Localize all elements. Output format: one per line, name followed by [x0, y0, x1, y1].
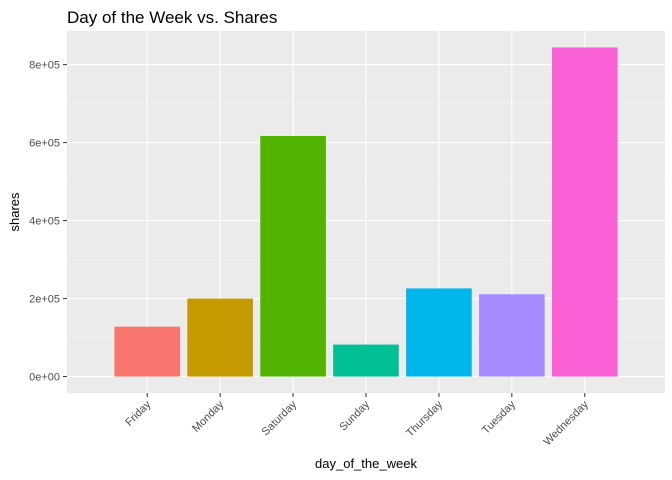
x-tick-label: Sunday — [337, 398, 372, 433]
bar-saturday — [260, 135, 326, 377]
bar-monday — [187, 298, 253, 377]
bars — [114, 47, 618, 377]
y-tick-label: 6e+05 — [29, 138, 60, 150]
x-tick-label: Wednesday — [541, 398, 591, 448]
y-tick-label: 2e+05 — [29, 294, 60, 306]
x-axis-title: day_of_the_week — [315, 456, 417, 471]
y-tick-label: 0e+00 — [29, 372, 60, 384]
y-axis: 0e+00 2e+05 4e+05 6e+05 8e+05 — [29, 60, 67, 384]
bar-thursday — [406, 288, 472, 377]
y-tick-label: 4e+05 — [29, 216, 60, 228]
bar-sunday — [333, 344, 399, 377]
x-axis: Friday Monday Saturday Sunday Thursday Tuesda… — [123, 393, 591, 448]
bar-friday — [114, 326, 181, 377]
x-tick-label: Saturday — [260, 398, 300, 438]
bar-wednesday — [551, 47, 618, 377]
x-tick-label: Friday — [123, 398, 153, 428]
y-axis-title: shares — [7, 192, 22, 232]
x-tick-label: Tuesday — [480, 398, 518, 436]
x-tick-label: Monday — [190, 398, 227, 435]
x-tick-label: Thursday — [404, 398, 445, 439]
y-tick-label: 8e+05 — [29, 60, 60, 72]
bar-tuesday — [479, 294, 545, 377]
chart-title: Day of the Week vs. Shares — [67, 8, 277, 27]
